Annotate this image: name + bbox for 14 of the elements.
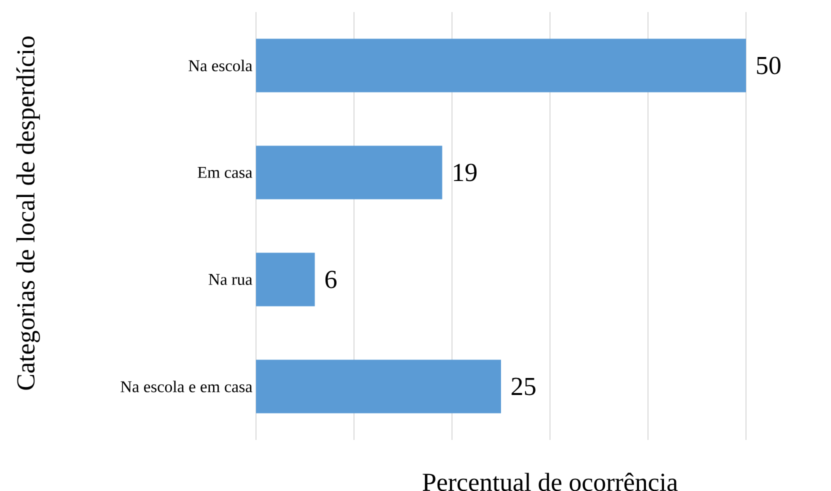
x-axis-title: Percentual de ocorrência [422,472,678,491]
y-tick-label: Na rua [208,274,252,285]
y-tick-label: Na escola [188,60,252,72]
bar [256,360,502,414]
bar [256,38,746,92]
y-tick-label: Na escola e em casa [120,380,252,392]
data-label: 19 [454,164,477,182]
y-tick-label: Em casa [198,167,252,178]
y-axis-title: Categorias de local de desperdício [16,36,40,390]
data-label: 25 [512,378,536,396]
bar [256,146,442,200]
bar [256,252,315,306]
data-label: 50 [757,56,780,74]
data-label: 6 [325,270,337,288]
